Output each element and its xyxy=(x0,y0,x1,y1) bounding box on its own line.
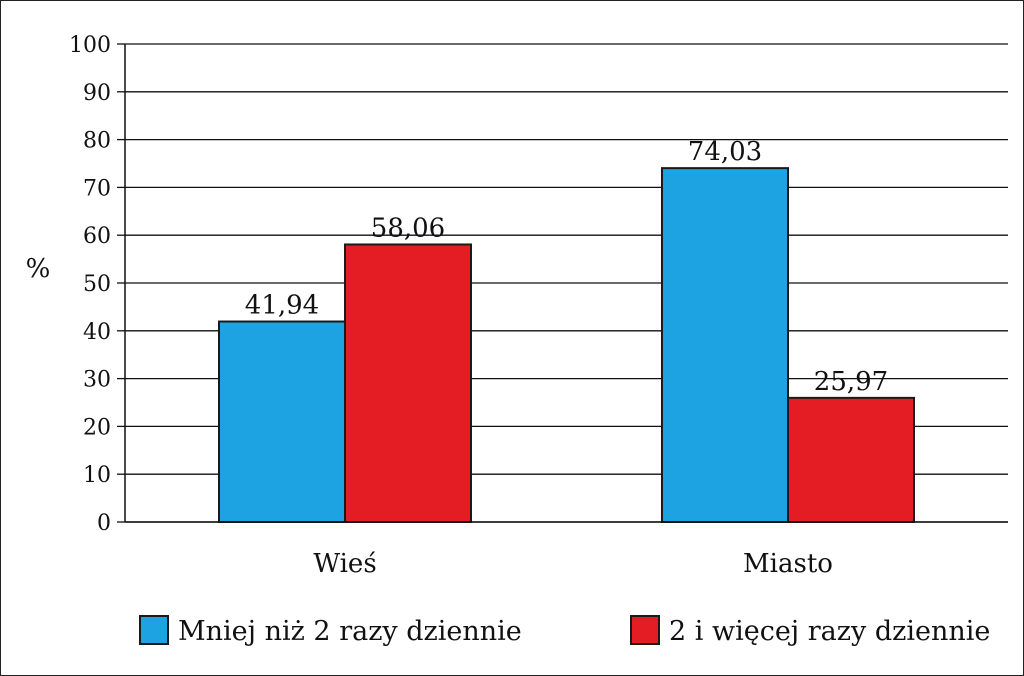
y-tick-label: 50 xyxy=(83,272,111,297)
legend-swatch xyxy=(139,615,169,645)
data-label: 58,06 xyxy=(371,213,445,243)
y-axis-ticks: 0 10 20 30 40 50 60 70 80 90 100 xyxy=(69,33,125,536)
y-tick-label: 10 xyxy=(83,463,111,488)
data-label: 25,97 xyxy=(814,367,888,397)
bar-wiecej-1 xyxy=(787,396,915,523)
data-label: 41,94 xyxy=(245,291,319,321)
legend-swatch xyxy=(630,615,660,645)
y-tick-label: 100 xyxy=(69,33,111,58)
bar-mniej-0 xyxy=(218,320,346,523)
data-label: 74,03 xyxy=(688,137,762,167)
category-label: Miasto xyxy=(743,549,833,579)
y-tick-label: 20 xyxy=(83,415,111,440)
y-tick-label: 80 xyxy=(83,129,111,154)
y-tick-label: 40 xyxy=(83,320,111,345)
y-tick-label: 0 xyxy=(97,511,111,536)
y-tick-label: 90 xyxy=(83,81,111,106)
bar-mniej-1 xyxy=(661,167,789,523)
y-tick-label: 30 xyxy=(83,368,111,393)
y-tick-label: 70 xyxy=(83,176,111,201)
legend-label: 2 i więcej razy dziennie xyxy=(669,616,990,647)
bar-wiecej-0 xyxy=(344,243,472,523)
bars: 41,94 58,06 74,03 25,97 xyxy=(218,137,915,523)
y-tick-label: 60 xyxy=(83,224,111,249)
category-label: Wieś xyxy=(313,549,376,579)
legend-label: Mniej niż 2 razy dziennie xyxy=(178,616,522,647)
category-labels: Wieś Miasto xyxy=(313,549,833,579)
axes xyxy=(124,44,1008,523)
y-axis-label: % xyxy=(26,254,51,284)
legend: Mniej niż 2 razy dziennie 2 i więcej razy… xyxy=(139,615,990,647)
